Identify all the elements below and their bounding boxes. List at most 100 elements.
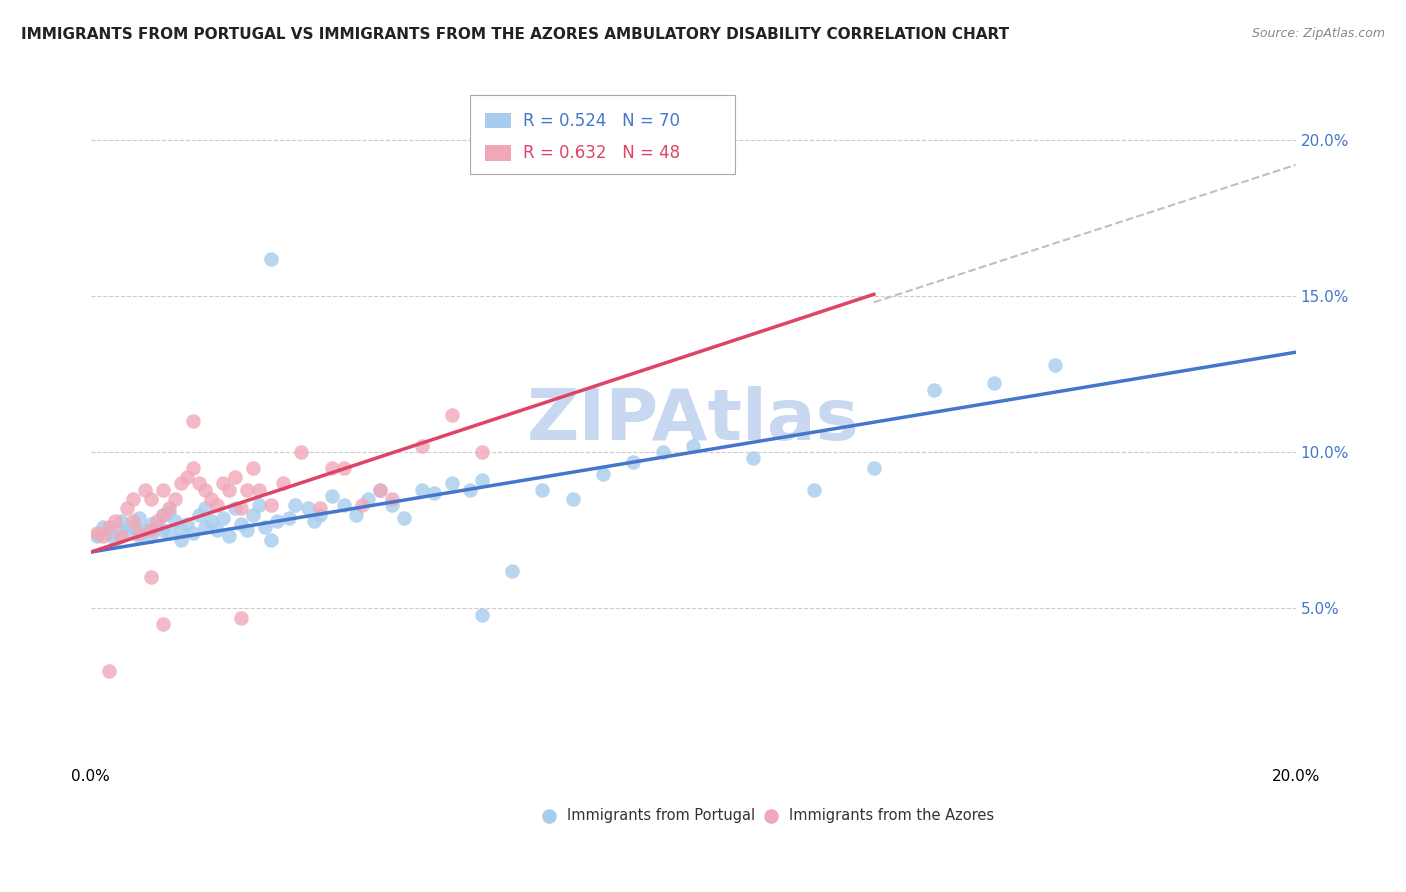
Point [152, 523, 174, 537]
Point [157, 526, 180, 541]
Point [983, 376, 1005, 391]
Point [218, 483, 240, 497]
Text: IMMIGRANTS FROM PORTUGAL VS IMMIGRANTS FROM THE AZORES AMBULATORY DISABILITY COR: IMMIGRANTS FROM PORTUGAL VS IMMIGRANTS F… [21, 27, 1010, 42]
Point [194, 520, 217, 534]
Point [86, 529, 108, 543]
Point [110, 523, 132, 537]
Point [471, 445, 494, 459]
Point [308, 508, 330, 522]
Point [260, 533, 283, 547]
Point [224, 470, 246, 484]
Point [139, 523, 162, 537]
Point [128, 510, 150, 524]
Point [157, 501, 180, 516]
Point [152, 508, 174, 522]
Point [247, 498, 270, 512]
Point [652, 445, 675, 459]
Point [104, 533, 127, 547]
Point [139, 491, 162, 506]
Point [290, 445, 312, 459]
Point [273, 476, 295, 491]
Point [344, 508, 367, 522]
Point [392, 510, 415, 524]
Point [194, 483, 217, 497]
Point [242, 460, 264, 475]
Point [152, 483, 174, 497]
Point [321, 489, 343, 503]
Point [115, 526, 138, 541]
FancyBboxPatch shape [485, 145, 512, 161]
Point [742, 451, 765, 466]
Point [471, 607, 494, 622]
Point [146, 520, 169, 534]
Point [194, 501, 217, 516]
FancyBboxPatch shape [470, 95, 735, 174]
Point [128, 526, 150, 541]
Point [181, 460, 204, 475]
Text: ZIPAtlas: ZIPAtlas [527, 386, 859, 456]
Point [86, 526, 108, 541]
Point [621, 454, 644, 468]
Point [146, 514, 169, 528]
Point [97, 526, 120, 541]
Point [411, 483, 433, 497]
Point [97, 520, 120, 534]
Point [411, 439, 433, 453]
Point [110, 514, 132, 528]
Point [231, 610, 253, 624]
Point [592, 467, 614, 481]
Point [128, 529, 150, 543]
Point [181, 526, 204, 541]
Point [170, 533, 193, 547]
Point [350, 498, 373, 512]
Point [121, 491, 143, 506]
Point [91, 529, 114, 543]
Point [121, 520, 143, 534]
Point [381, 491, 404, 506]
Point [423, 485, 446, 500]
Point [247, 483, 270, 497]
Point [139, 516, 162, 531]
Point [332, 498, 354, 512]
Point [260, 252, 283, 266]
Point [254, 520, 277, 534]
Point [242, 508, 264, 522]
Point [200, 514, 222, 528]
Point [163, 491, 186, 506]
Point [205, 498, 228, 512]
Point [115, 501, 138, 516]
Point [224, 501, 246, 516]
Point [368, 483, 391, 497]
Point [863, 460, 886, 475]
Point [368, 483, 391, 497]
Point [302, 514, 325, 528]
Text: Immigrants from the Azores: Immigrants from the Azores [790, 808, 994, 823]
Point [188, 508, 211, 522]
Point [357, 491, 380, 506]
Point [152, 508, 174, 522]
Point [266, 514, 288, 528]
Point [176, 516, 198, 531]
Point [134, 523, 156, 537]
Point [236, 523, 259, 537]
Point [231, 516, 253, 531]
Point [188, 476, 211, 491]
Point [212, 476, 235, 491]
Point [803, 483, 825, 497]
Point [176, 470, 198, 484]
Point [139, 570, 162, 584]
Point [134, 483, 156, 497]
Point [682, 439, 704, 453]
Point [922, 383, 945, 397]
Point [139, 529, 162, 543]
Point [91, 520, 114, 534]
Point [297, 501, 319, 516]
Point [1043, 358, 1066, 372]
Point [110, 529, 132, 543]
Point [332, 460, 354, 475]
Point [236, 483, 259, 497]
Point [157, 504, 180, 518]
Point [205, 523, 228, 537]
Text: Immigrants from Portugal: Immigrants from Portugal [567, 808, 755, 823]
Point [121, 514, 143, 528]
